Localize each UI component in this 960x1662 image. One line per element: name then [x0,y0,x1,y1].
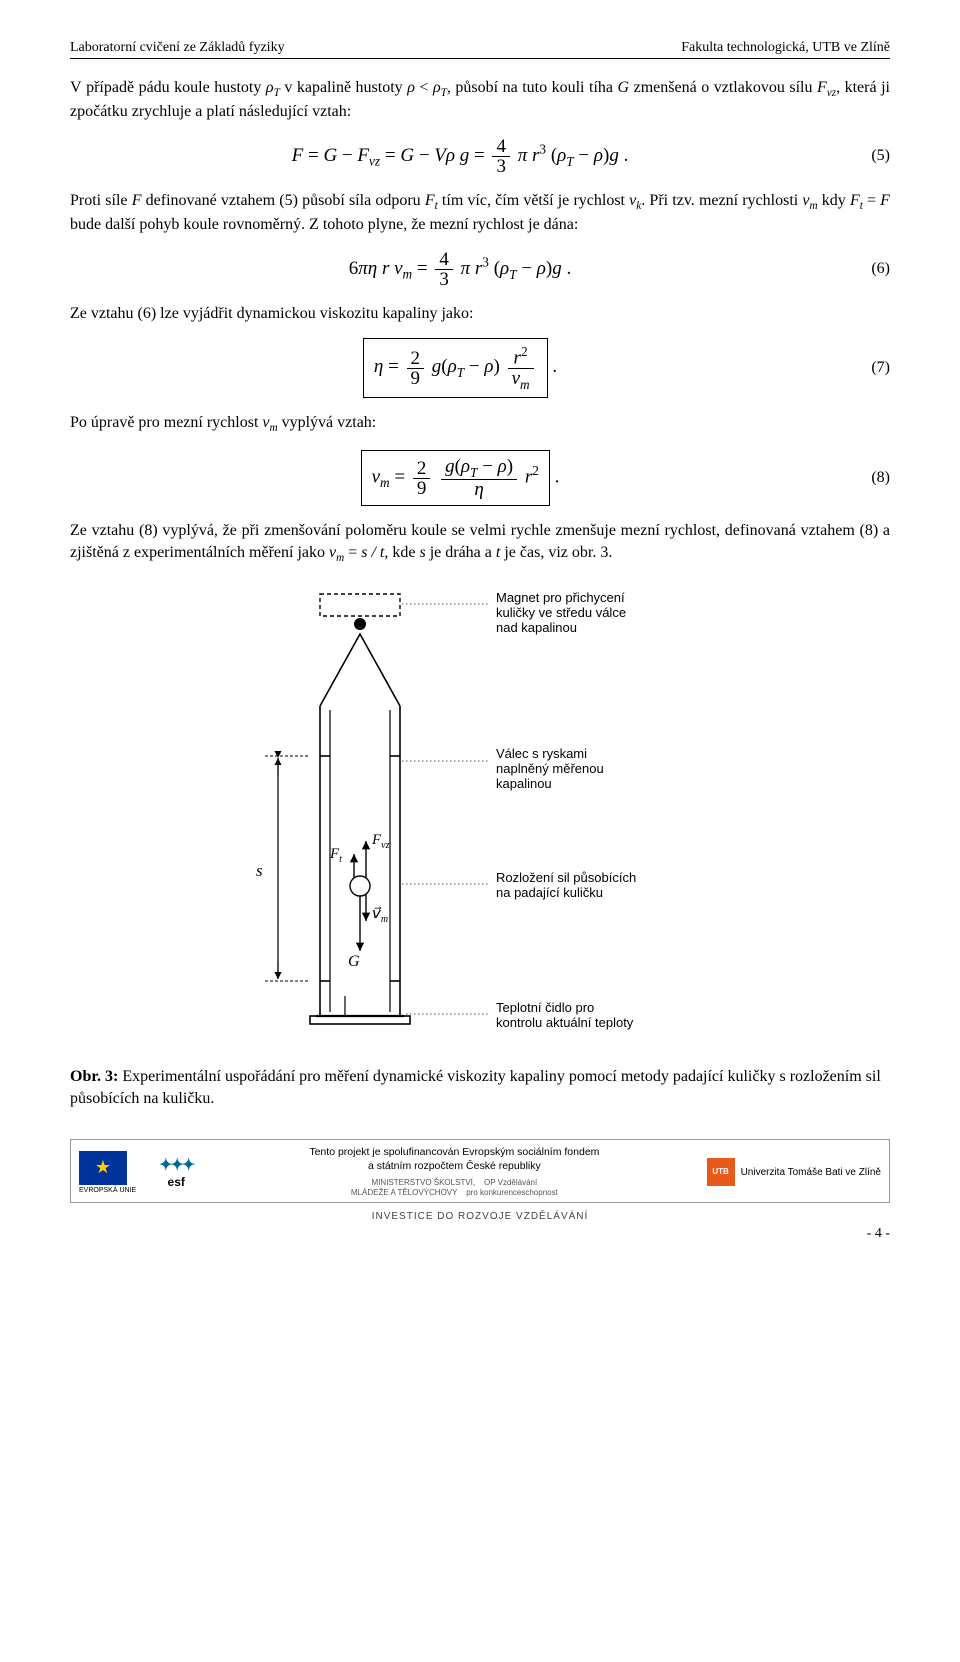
paragraph-2: Proti síle F definované vztahem (5) půso… [70,190,890,236]
paragraph-3: Ze vztahu (6) lze vyjádřit dynamickou vi… [70,303,890,325]
label-sensor: Teplotní čidlo pro kontrolu aktuální tep… [496,1000,634,1030]
footer-cofinance-text: Tento projekt je spolufinancován Evropsk… [216,1146,692,1173]
header-right: Fakulta technologická, UTB ve Zlíně [681,40,890,56]
label-vm: v⃗m [372,906,388,925]
label-forces: Rozložení sil působících na padající kul… [496,870,640,900]
label-G: G [348,953,360,970]
eu-flag-icon: ★ [79,1151,127,1185]
label-Ft: Ft [329,846,342,865]
eu-label: EVROPSKÁ UNIE [79,1187,136,1194]
paragraph-4: Po úpravě pro mezní rychlost vm vyplývá … [70,412,890,436]
equation-5: F = G − Fvz = G − Vρ g = 43 π r3 (ρT − ρ… [70,137,890,176]
label-Fvz: Fvz [371,832,390,851]
utb-logo: UTB Univerzita Tomáše Bati ve Zlíně [707,1158,881,1186]
eq-num-6: (6) [850,260,890,278]
paragraph-5: Ze vztahu (8) vyplývá, že při zmenšování… [70,520,890,566]
eq-num-8: (8) [850,469,890,487]
esf-logo-icon: ✦✦✦ esf [150,1152,202,1192]
footer-ministry-line: MINISTERSTVO ŠKOLSTVÍ, OP Vzdělávání MLÁ… [216,1178,692,1199]
label-s: s [256,861,263,880]
eq-num-5: (5) [850,147,890,165]
paragraph-1: V případě pádu koule hustoty ρT v kapali… [70,77,890,123]
eq-num-7: (7) [850,359,890,377]
figure-3-apparatus: Magnet pro přichycení kuličky ve středu … [170,586,790,1056]
equation-6: 6πη r vm = 43 π r3 (ρT − ρ)g . (6) [70,250,890,289]
footer-logos-strip: ★ EVROPSKÁ UNIE ✦✦✦ esf Tento projekt je… [70,1139,890,1203]
header-left: Laboratorní cvičení ze Základů fyziky [70,40,285,56]
footer-invest-line: INVESTICE DO ROZVOJE VZDĚLÁVÁNÍ [70,1211,890,1222]
figure-3-caption: Obr. 3: Experimentální uspořádání pro mě… [70,1066,890,1109]
equation-8: vm = 29 g(ρT − ρ) η r2 . (8) [70,450,890,506]
label-magnet: Magnet pro přichycení kuličky ve středu … [496,590,630,635]
label-cylinder: Válec s ryskami naplněný měřenou kapalin… [496,746,607,791]
equation-7: η = 29 g(ρT − ρ) r2vm . (7) [70,338,890,397]
page-number: - 4 - [70,1226,890,1242]
